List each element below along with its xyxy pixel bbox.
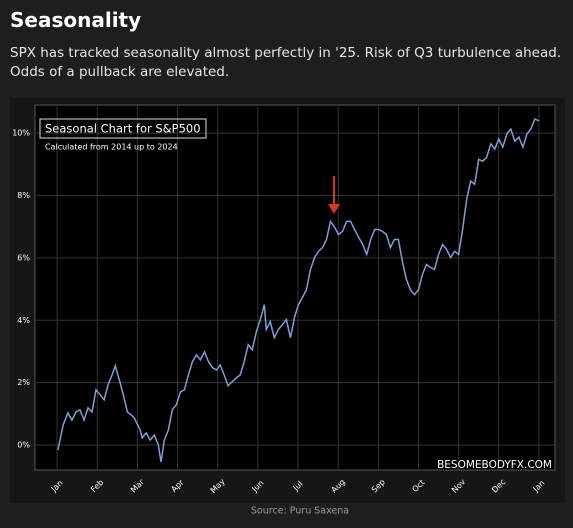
post-subtitle: SPX has tracked seasonality almost perfe… [10, 45, 562, 80]
y-tick-label: 0% [17, 441, 30, 450]
chart-title: Seasonal Chart for S&P500 [45, 122, 201, 136]
y-tick-label: 6% [17, 253, 30, 262]
series-line [57, 117, 540, 463]
watermark: BESOMEBODYFX.COM [437, 459, 552, 471]
y-tick-label: 10% [12, 129, 30, 138]
annotation-arrowhead [328, 204, 340, 214]
chart-subtitle: Calculated from 2014 up to 2024 [45, 143, 178, 152]
source: Source: Puru Saxena [251, 506, 349, 517]
plot-area [34, 104, 556, 471]
y-tick-label: 2% [17, 378, 30, 387]
y-tick-label: 4% [17, 316, 30, 325]
post-title: Seasonality [10, 8, 142, 32]
title-box [39, 118, 207, 139]
y-tick-label: 8% [17, 191, 30, 200]
